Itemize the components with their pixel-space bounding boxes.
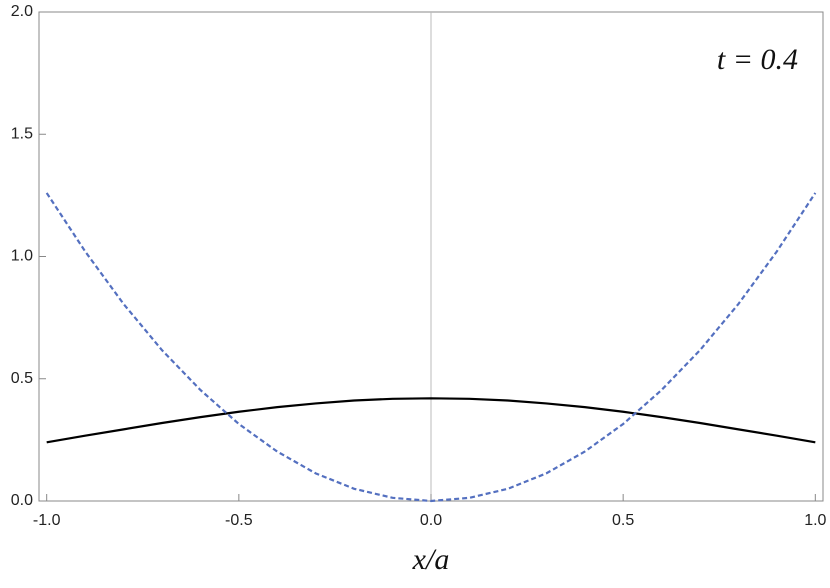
x-tick-label: -1.0	[33, 512, 61, 529]
x-tick-label: 0.0	[420, 512, 442, 529]
x-axis-label: x/a	[412, 543, 450, 576]
series-line	[46, 397, 816, 444]
y-tick-label: 1.0	[11, 248, 33, 265]
x-tick-label: 1.0	[804, 512, 826, 529]
y-tick-label: 0.5	[11, 370, 33, 387]
x-tick-label: -0.5	[225, 512, 253, 529]
x-tick-label: 0.5	[612, 512, 634, 529]
y-tick-label: 1.5	[11, 125, 33, 142]
y-tick-label: 2.0	[11, 3, 33, 20]
series-line	[45, 192, 817, 503]
y-tick-label: 0.0	[11, 492, 33, 509]
annotation: t = 0.4	[717, 43, 798, 76]
